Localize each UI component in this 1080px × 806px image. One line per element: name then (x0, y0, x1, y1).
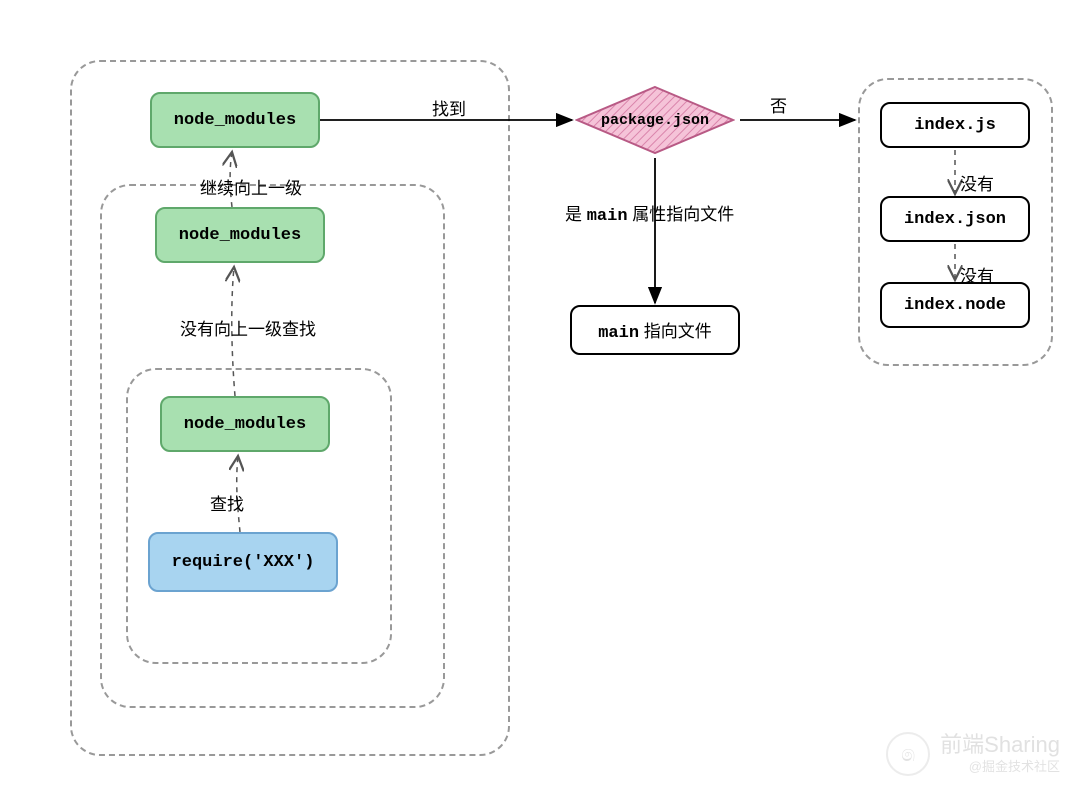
node-node-modules-2: node_modules (155, 207, 325, 263)
node-idxnode-label: index.node (904, 296, 1006, 315)
node-pkg-label: package.json (601, 112, 709, 129)
node-require-label: require('XXX') (172, 553, 315, 572)
label-yes-main: 是 main 属性指向文件 (565, 200, 734, 226)
label-none-1: 没有 (960, 170, 994, 195)
node-node-modules-1: node_modules (150, 92, 320, 148)
node-main-file: main 指向文件 (570, 305, 740, 355)
node-nm1-label: node_modules (174, 111, 296, 130)
label-no: 否 (770, 92, 787, 117)
node-node-modules-3: node_modules (160, 396, 330, 452)
label-lookup: 查找 (210, 490, 244, 515)
node-require: require('XXX') (148, 532, 338, 592)
node-index-json: index.json (880, 196, 1030, 242)
node-nm2-label: node_modules (179, 226, 301, 245)
watermark-logo-glyph: ෧ (901, 741, 915, 767)
watermark-logo-icon: ෧ (886, 732, 930, 776)
node-idxjson-label: index.json (904, 210, 1006, 229)
node-index-node: index.node (880, 282, 1030, 328)
node-idxjs-label: index.js (914, 116, 996, 135)
watermark: ෧ 前端Sharing @掘金技术社区 (886, 732, 1060, 776)
watermark-subtitle: @掘金技术社区 (940, 756, 1060, 775)
label-none-2: 没有 (960, 262, 994, 287)
watermark-title: 前端Sharing (940, 734, 1060, 756)
label-continue-up: 继续向上一级 (200, 174, 302, 199)
node-package-json: package.json (575, 85, 735, 155)
label-no-up: 没有向上一级查找 (180, 315, 316, 340)
label-found: 找到 (432, 95, 466, 120)
node-index-js: index.js (880, 102, 1030, 148)
node-nm3-label: node_modules (184, 415, 306, 434)
node-main-label: main 指向文件 (598, 317, 712, 343)
